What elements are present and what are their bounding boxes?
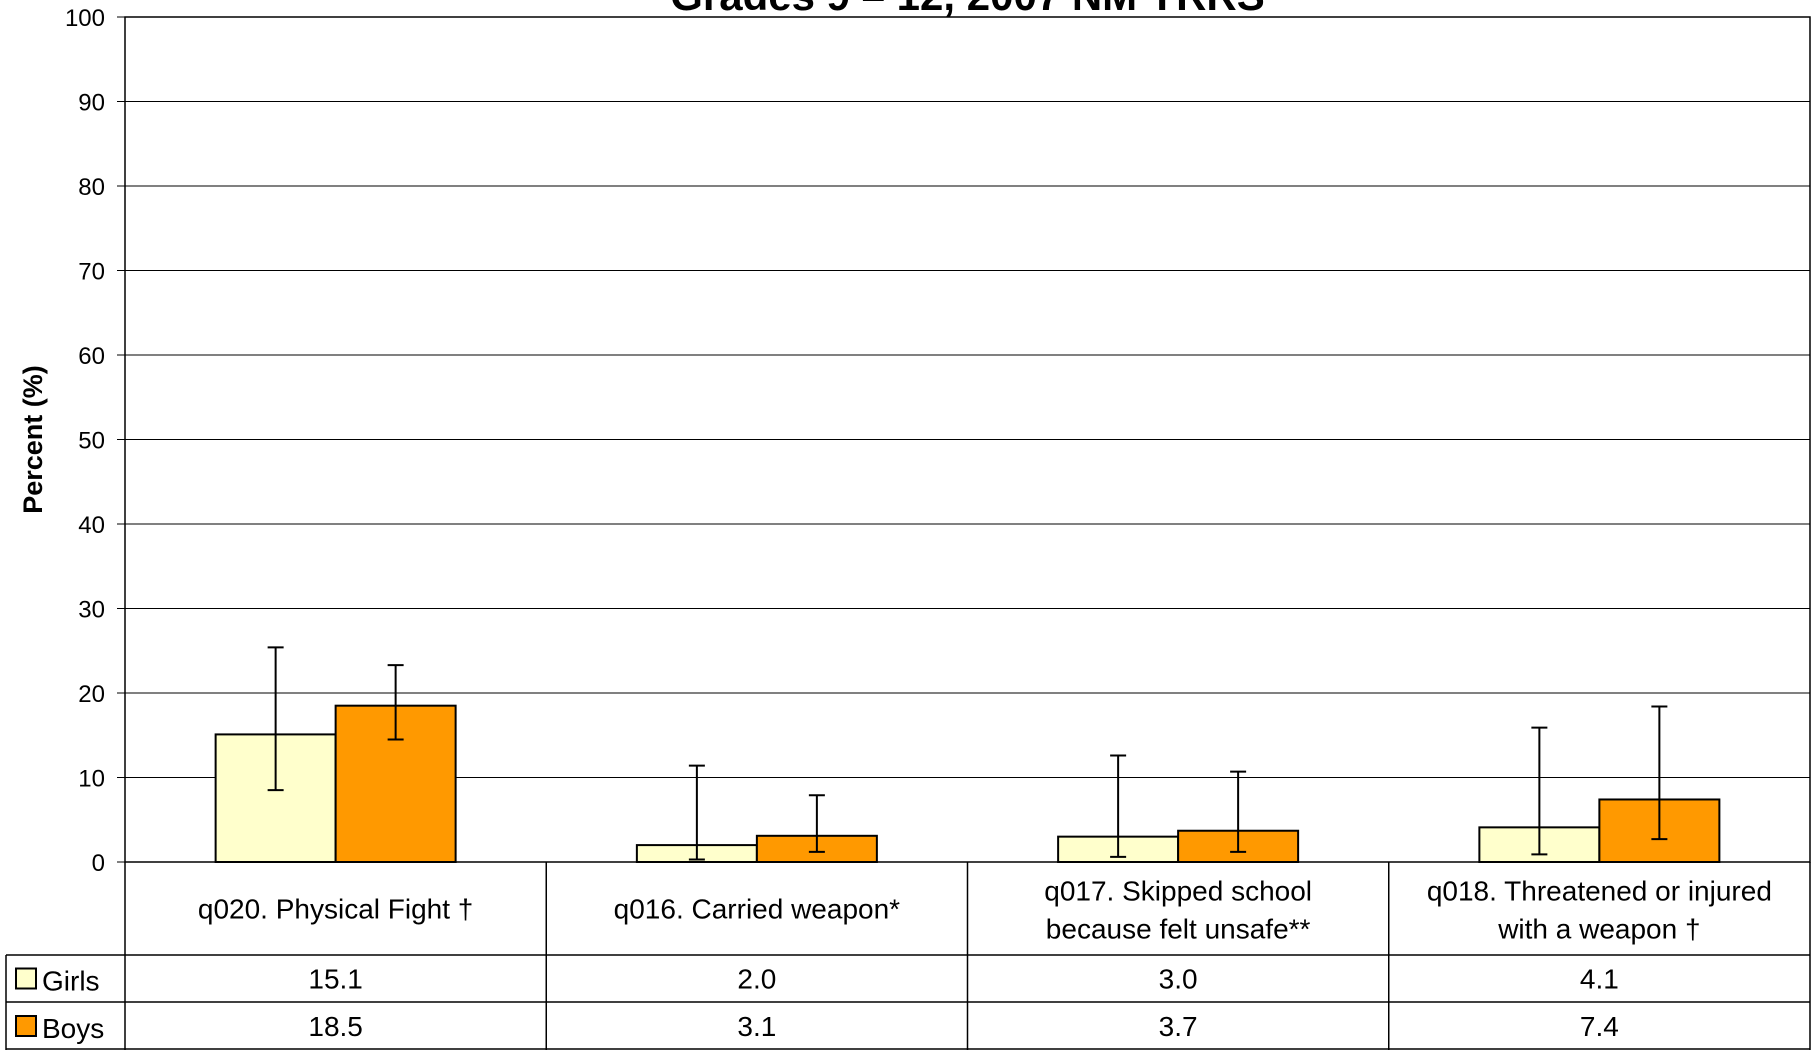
category-label: q018. Threatened or injured xyxy=(1427,876,1772,907)
y-tick-label: 70 xyxy=(78,259,105,286)
data-label: 3.1 xyxy=(737,1011,776,1042)
y-tick-label: 100 xyxy=(65,5,105,32)
data-label: 7.4 xyxy=(1580,1011,1619,1042)
y-tick-label: 40 xyxy=(78,512,105,539)
legend-label-boys: Boys xyxy=(42,1013,104,1044)
data-label: 15.1 xyxy=(308,964,363,995)
y-tick-label: 90 xyxy=(78,90,105,117)
y-tick-label: 10 xyxy=(78,766,105,793)
category-label: with a weapon † xyxy=(1497,914,1700,945)
bars xyxy=(214,704,1721,864)
y-tick-label: 20 xyxy=(78,681,105,708)
data-table: q020. Physical Fight † q016. Carried weap… xyxy=(5,862,1811,1050)
y-tick-labels: 0 10 20 30 40 50 60 70 80 90 100 xyxy=(65,5,105,877)
y-axis-label: Percent (%) xyxy=(18,365,48,514)
y-tick-label: 0 xyxy=(92,850,105,877)
category-label: q017. Skipped school xyxy=(1044,876,1312,907)
category-label: q016. Carried weapon* xyxy=(614,894,901,925)
y-tick-label: 50 xyxy=(78,428,105,455)
y-tick-label: 80 xyxy=(78,174,105,201)
y-tick-label: 30 xyxy=(78,597,105,624)
error-bars xyxy=(267,646,1668,861)
y-tick-label: 60 xyxy=(78,343,105,370)
legend-swatch-girls xyxy=(15,967,37,990)
data-label: 2.0 xyxy=(737,964,776,995)
data-label: 18.5 xyxy=(308,1011,363,1042)
data-label: 3.0 xyxy=(1159,964,1198,995)
chart-title: Grades 9 – 12, 2007 NM YRRS xyxy=(670,0,1265,19)
legend-swatch-boys xyxy=(15,1015,37,1037)
legend-label-girls: Girls xyxy=(42,966,100,997)
category-label: q020. Physical Fight † xyxy=(198,894,474,925)
category-label: because felt unsafe** xyxy=(1046,914,1311,945)
data-label: 3.7 xyxy=(1159,1011,1198,1042)
data-label: 4.1 xyxy=(1580,964,1619,995)
